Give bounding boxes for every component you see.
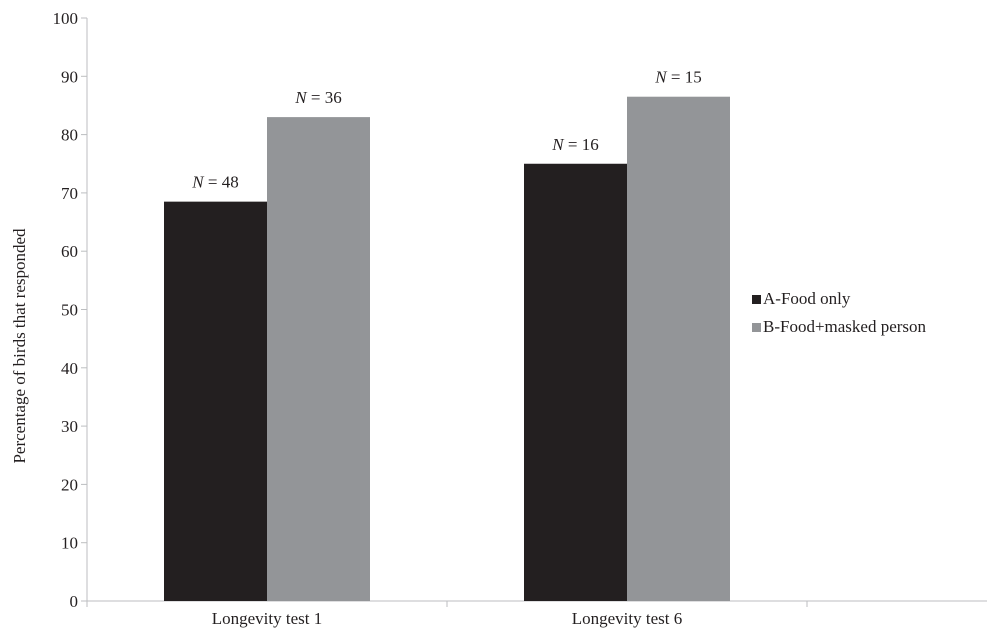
y-tick-label: 60 <box>61 242 78 261</box>
x-axis: Longevity test 1 Longevity test 6 <box>86 600 987 628</box>
y-tick-label: 70 <box>61 184 78 203</box>
x-tick-label: Longevity test 6 <box>572 609 682 628</box>
y-tick-label: 50 <box>61 301 78 320</box>
legend: A-Food only B-Food+masked person <box>752 289 927 336</box>
y-axis-title: Percentage of birds that responded <box>10 228 29 464</box>
data-labels: N = 48 N = 36 N = 16 N = 15 <box>191 68 701 192</box>
bar <box>524 163 627 601</box>
bar-data-label: N = 36 <box>294 88 341 107</box>
y-tick-label: 80 <box>61 126 78 145</box>
legend-swatch <box>752 323 761 332</box>
y-tick-label: 100 <box>53 9 79 28</box>
bar <box>267 117 370 602</box>
y-axis: 0 10 20 30 40 50 60 70 80 90 100 <box>53 9 88 611</box>
bar-data-label: N = 48 <box>191 173 238 192</box>
bar <box>164 201 267 601</box>
y-tick-label: 10 <box>61 534 78 553</box>
y-tick-label: 30 <box>61 417 78 436</box>
y-tick-label: 0 <box>70 592 79 611</box>
y-tick-label: 40 <box>61 359 78 378</box>
y-tick-label: 20 <box>61 475 78 494</box>
bar <box>627 96 730 601</box>
legend-swatch <box>752 295 761 304</box>
x-tick-label: Longevity test 1 <box>212 609 322 628</box>
y-tick-label: 90 <box>61 67 78 86</box>
legend-label: A-Food only <box>763 289 851 308</box>
bar-data-label: N = 15 <box>654 68 701 87</box>
bars <box>164 96 730 602</box>
legend-label: B-Food+masked person <box>763 317 927 336</box>
bar-data-label: N = 16 <box>551 135 598 154</box>
